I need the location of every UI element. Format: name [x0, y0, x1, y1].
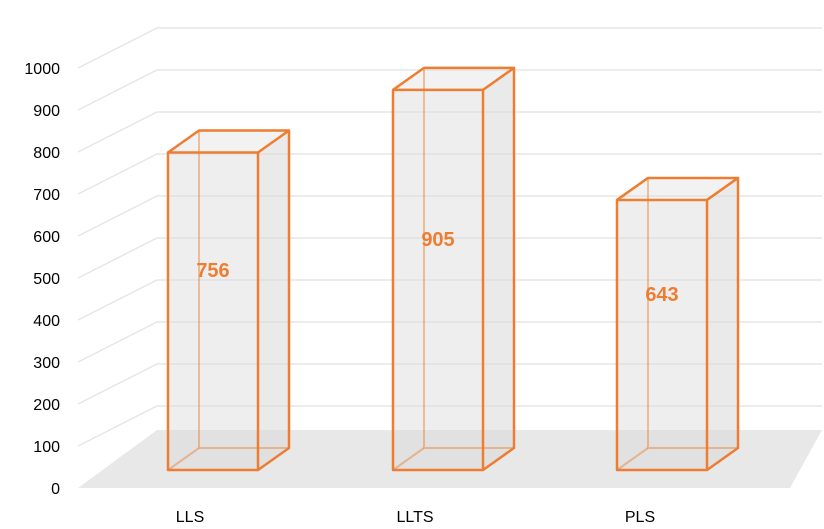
x-category-label: PLS	[625, 509, 655, 526]
y-tick-label: 600	[33, 229, 60, 246]
bar-front-outline	[166, 151, 260, 472]
x-category-label: LLTS	[396, 509, 433, 526]
gridline	[77, 195, 822, 237]
x-axis-labels: LLS LLTS PLS	[176, 509, 655, 526]
bar-side-face	[258, 130, 289, 471]
gridline	[77, 321, 822, 363]
gridline	[77, 111, 822, 153]
gridlines	[77, 27, 822, 447]
y-tick-label: 700	[33, 187, 60, 204]
y-tick-label: 200	[33, 397, 60, 414]
bars: 756 905 643	[166, 66, 740, 472]
y-tick-label: 400	[33, 313, 60, 330]
bar-side-outline	[257, 130, 291, 472]
y-tick-label: 0	[51, 481, 60, 498]
bar-side-outline	[482, 67, 516, 472]
bar-top-outline	[616, 176, 740, 201]
y-tick-label: 1000	[24, 61, 60, 78]
bar-front-face	[617, 199, 707, 470]
gridline	[77, 279, 822, 321]
y-tick-label: 100	[33, 439, 60, 456]
bar-front-outline	[615, 198, 709, 472]
bar-side-face	[483, 67, 514, 471]
y-axis-ticks: 0 100 200 300 400 500 600 700 800 900 1000	[24, 61, 60, 498]
bar-top-face	[393, 67, 514, 90]
x-category-label: LLS	[176, 509, 204, 526]
bar: 905	[391, 66, 516, 472]
bar-front-outline	[391, 88, 485, 472]
bar-hidden-edge	[392, 447, 425, 471]
y-tick-label: 500	[33, 271, 60, 288]
bar-front-face	[168, 152, 258, 471]
bar-hidden-edge	[616, 447, 649, 471]
bar-top-outline	[167, 129, 291, 154]
y-tick-label: 900	[33, 103, 60, 120]
bar-front-face	[393, 89, 483, 471]
y-tick-label: 800	[33, 145, 60, 162]
gridline	[77, 237, 822, 279]
bar-value-label: 643	[645, 284, 678, 306]
bar-top-face	[617, 177, 738, 200]
bar-top-face	[168, 130, 289, 153]
gridline	[77, 153, 822, 195]
y-tick-label: 300	[33, 355, 60, 372]
gridline	[77, 69, 822, 111]
gridline	[77, 27, 822, 69]
bar-value-label: 756	[196, 260, 229, 282]
gridline	[77, 405, 822, 447]
bar-hidden-edge	[167, 447, 200, 471]
bar-value-label: 905	[421, 229, 454, 251]
gridline	[77, 363, 822, 405]
bar-side-face	[707, 177, 738, 470]
bar-top-outline	[392, 66, 516, 91]
bar-side-outline	[706, 177, 740, 472]
bar: 643	[615, 176, 740, 472]
bar: 756	[166, 129, 291, 472]
